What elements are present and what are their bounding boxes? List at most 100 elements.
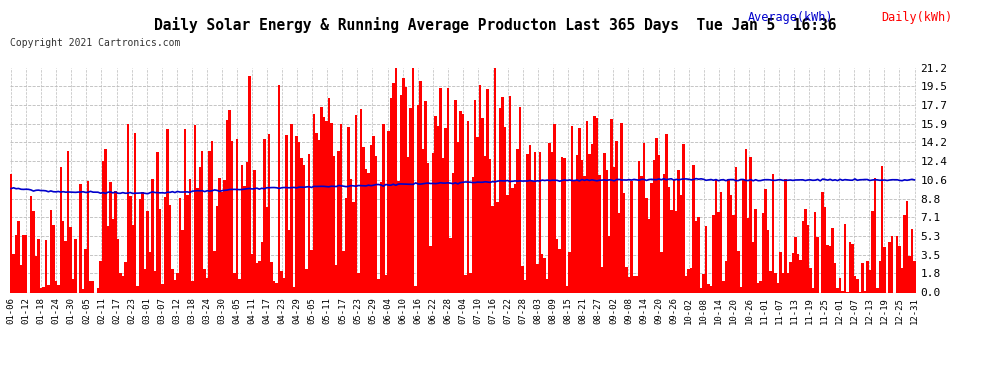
Bar <box>759 281 762 292</box>
Bar <box>427 162 430 292</box>
Bar <box>843 224 846 292</box>
Bar <box>680 195 682 292</box>
Bar <box>670 210 672 292</box>
Bar <box>534 152 536 292</box>
Bar <box>504 127 506 292</box>
Bar <box>263 140 265 292</box>
Bar <box>216 206 219 292</box>
Bar <box>415 286 417 292</box>
Bar <box>285 135 288 292</box>
Bar <box>239 279 241 292</box>
Bar <box>132 225 134 292</box>
Bar <box>606 170 608 292</box>
Bar <box>422 148 425 292</box>
Bar <box>489 159 491 292</box>
Bar <box>814 213 817 292</box>
Bar <box>866 261 868 292</box>
Bar <box>616 141 618 292</box>
Bar <box>129 196 132 292</box>
Bar <box>774 273 777 292</box>
Bar <box>244 186 246 292</box>
Bar <box>163 197 166 292</box>
Bar <box>675 211 677 292</box>
Bar <box>387 131 390 292</box>
Bar <box>476 137 479 292</box>
Bar <box>13 254 15 292</box>
Bar <box>246 162 248 292</box>
Text: Daily Solar Energy & Running Average Producton Last 365 Days  Tue Jan 5  16:36: Daily Solar Energy & Running Average Pro… <box>153 17 837 33</box>
Bar <box>787 273 789 292</box>
Bar <box>119 273 122 292</box>
Bar <box>40 288 43 292</box>
Bar <box>792 253 794 292</box>
Bar <box>715 179 717 292</box>
Bar <box>148 252 151 292</box>
Bar <box>873 178 876 292</box>
Bar <box>690 268 692 292</box>
Bar <box>744 150 747 292</box>
Bar <box>566 286 568 292</box>
Bar <box>79 184 82 292</box>
Bar <box>166 129 168 292</box>
Bar <box>320 107 323 292</box>
Bar <box>878 261 881 292</box>
Bar <box>834 263 837 292</box>
Bar <box>794 237 797 292</box>
Bar <box>117 239 119 292</box>
Bar <box>59 166 62 292</box>
Bar <box>151 179 153 292</box>
Bar <box>30 196 33 292</box>
Bar <box>769 271 772 292</box>
Bar <box>186 195 188 292</box>
Bar <box>57 285 59 292</box>
Bar <box>206 278 209 292</box>
Bar <box>258 261 260 292</box>
Bar <box>137 286 139 292</box>
Bar <box>234 273 236 292</box>
Bar <box>435 116 437 292</box>
Bar <box>161 284 163 292</box>
Bar <box>697 217 700 292</box>
Bar <box>372 136 375 292</box>
Bar <box>883 247 886 292</box>
Bar <box>529 145 531 292</box>
Bar <box>832 228 834 292</box>
Bar <box>231 141 234 292</box>
Bar <box>305 269 308 292</box>
Bar <box>871 211 873 292</box>
Bar <box>295 136 298 292</box>
Bar <box>611 119 613 292</box>
Bar <box>168 205 171 292</box>
Bar <box>451 173 454 292</box>
Bar <box>328 99 330 292</box>
Bar <box>250 254 253 292</box>
Bar <box>722 281 725 292</box>
Bar <box>293 286 295 292</box>
Bar <box>275 283 278 292</box>
Bar <box>710 286 712 292</box>
Bar <box>591 144 593 292</box>
Bar <box>214 251 216 292</box>
Bar <box>338 152 340 292</box>
Bar <box>440 88 442 292</box>
Bar <box>881 166 883 292</box>
Bar <box>178 198 181 292</box>
Bar <box>521 266 524 292</box>
Bar <box>667 187 670 292</box>
Bar <box>127 124 129 292</box>
Bar <box>621 123 623 292</box>
Bar <box>395 64 397 292</box>
Bar <box>318 140 320 292</box>
Bar <box>558 249 561 292</box>
Bar <box>33 211 35 292</box>
Bar <box>665 134 667 292</box>
Bar <box>802 221 804 292</box>
Bar <box>687 269 690 292</box>
Bar <box>466 122 469 292</box>
Bar <box>568 252 571 292</box>
Bar <box>407 158 410 292</box>
Bar <box>188 179 191 292</box>
Bar <box>752 243 754 292</box>
Bar <box>142 192 144 292</box>
Bar <box>74 239 77 292</box>
